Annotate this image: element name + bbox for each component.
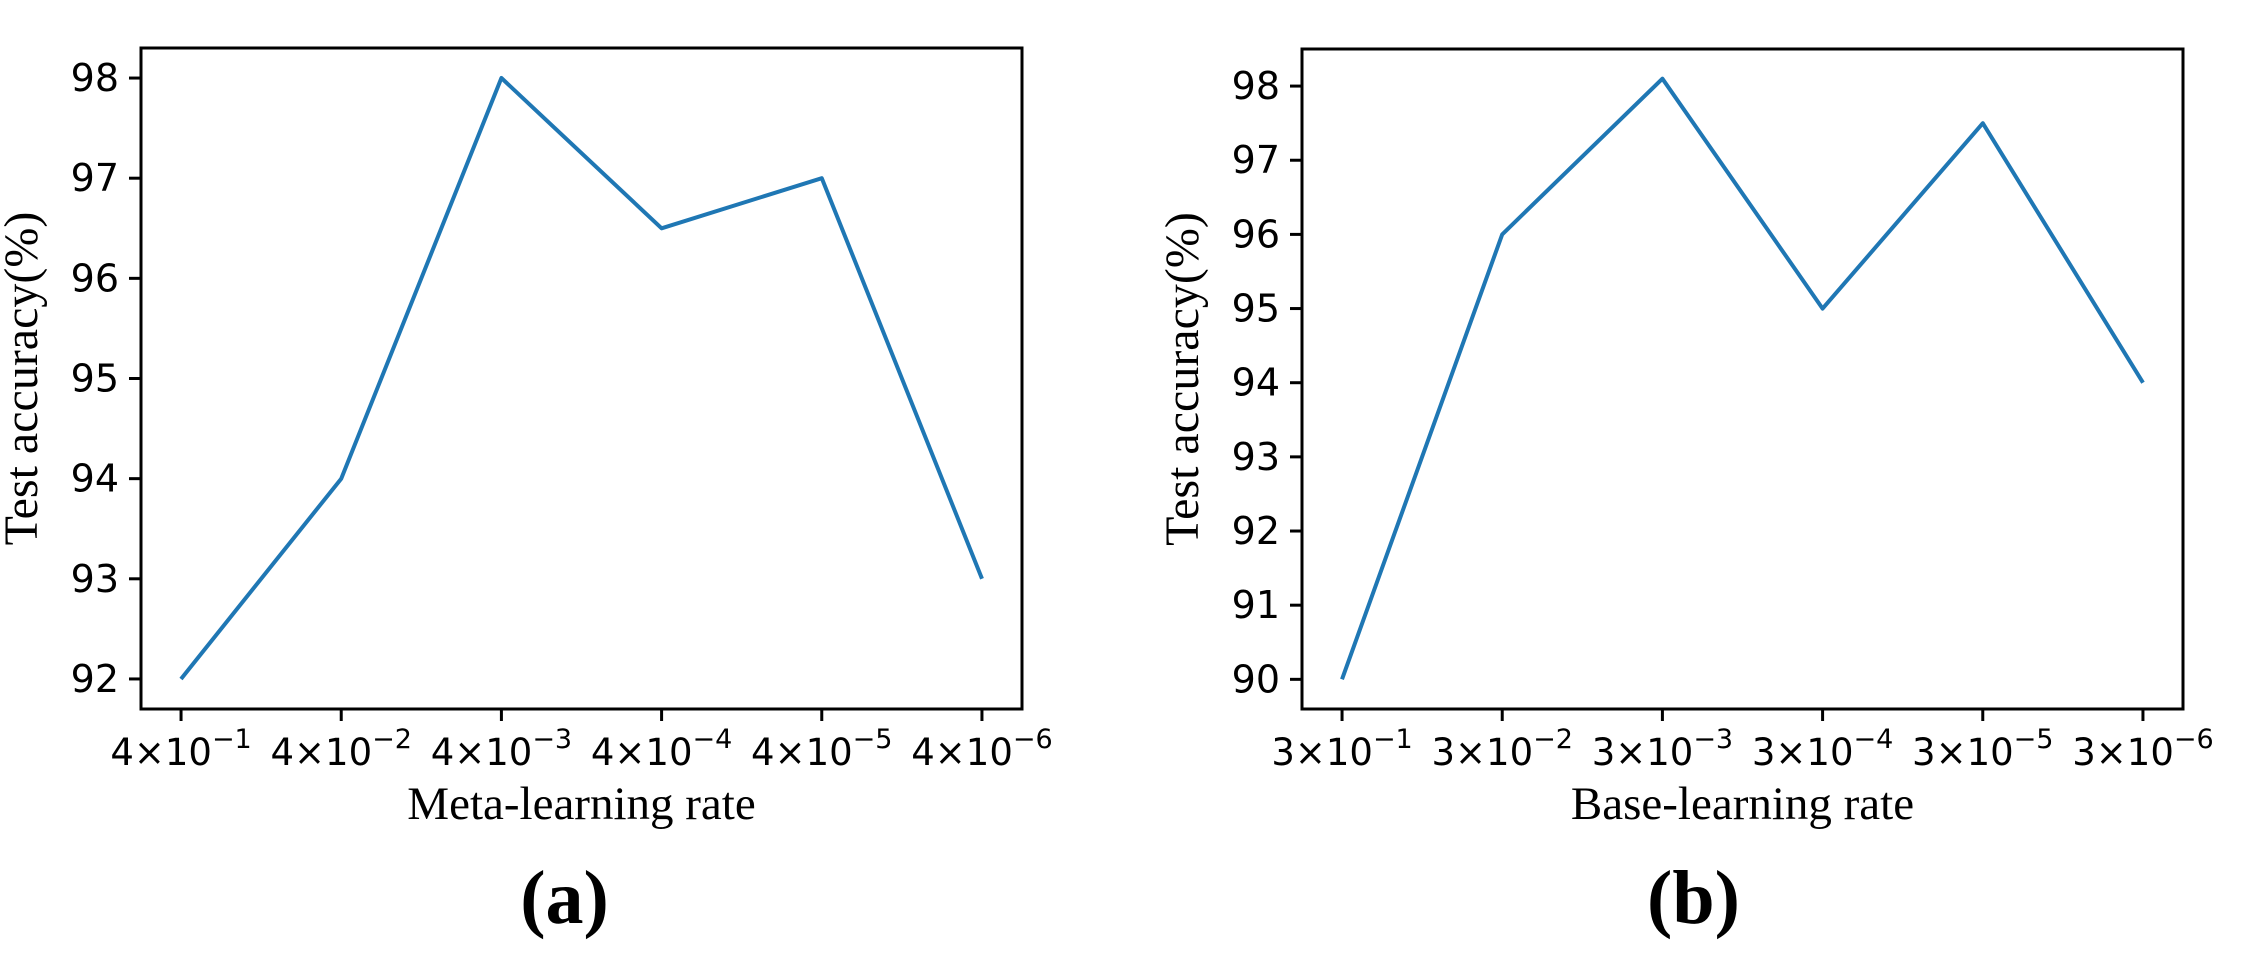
y-tick-label: 97 [1232, 138, 1280, 182]
x-tick-label: 3×10−2 [1432, 724, 1573, 774]
line-chart-meta-learning-rate: 92 93 94 95 96 97 98 4×10−1 4×10−2 4×10−3 4×10−4 4×… [0, 46, 1053, 830]
x-tick-label: 4×10−5 [751, 724, 892, 774]
y-tick-label: 94 [71, 457, 119, 501]
y-tick-label: 95 [1232, 287, 1280, 331]
caption-a: (a) [520, 856, 609, 940]
accuracy-line [1340, 76, 2145, 680]
axes-box [139, 46, 1024, 711]
y-tick-label: 96 [71, 256, 119, 300]
accuracy-line [179, 76, 984, 681]
panel-b: 90 91 92 93 94 95 96 97 98 3×10−1 3×10−2 3×10−3 3×10… [1129, 0, 2258, 972]
y-tick-label: 97 [71, 156, 119, 200]
x-tick-label: 3×10−6 [2072, 724, 2213, 774]
y-tick-label: 96 [1232, 212, 1280, 256]
x-tick-label: 4×10−6 [911, 724, 1052, 774]
x-tick-label: 3×10−3 [1592, 724, 1733, 774]
y-tick-label: 93 [71, 557, 119, 601]
x-tick-label: 4×10−3 [431, 724, 572, 774]
x-axis-title: Base-learning rate [1571, 778, 1914, 830]
x-tick-label: 4×10−2 [271, 724, 412, 774]
y-tick-label: 93 [1232, 435, 1280, 479]
caption-b: (b) [1647, 856, 1740, 940]
x-tick-label: 3×10−5 [1912, 724, 2053, 774]
x-tick-label: 4×10−1 [110, 724, 251, 774]
panel-a: 92 93 94 95 96 97 98 4×10−1 4×10−2 4×10−3 4×10−4 4×… [0, 0, 1129, 972]
axes-box [1300, 47, 2185, 711]
y-tick-label: 90 [1232, 657, 1280, 701]
x-axis-title: Meta-learning rate [407, 778, 755, 830]
y-tick-label: 92 [71, 657, 119, 701]
y-tick-label: 91 [1232, 583, 1280, 627]
y-axis-title: Test accuracy(%) [1156, 212, 1209, 546]
y-tick-label: 95 [71, 357, 119, 401]
y-tick-label: 92 [1232, 509, 1280, 553]
y-tick-label: 94 [1232, 361, 1280, 405]
x-tick-label: 3×10−1 [1271, 724, 1412, 774]
y-tick-label: 98 [71, 56, 119, 100]
y-axis-title: Test accuracy(%) [0, 212, 48, 546]
line-chart-base-learning-rate: 90 91 92 93 94 95 96 97 98 3×10−1 3×10−2 3×10−3 3×10… [1156, 47, 2214, 830]
x-tick-label: 3×10−4 [1752, 724, 1893, 774]
x-tick-label: 4×10−4 [591, 724, 732, 774]
y-tick-label: 98 [1232, 64, 1280, 108]
